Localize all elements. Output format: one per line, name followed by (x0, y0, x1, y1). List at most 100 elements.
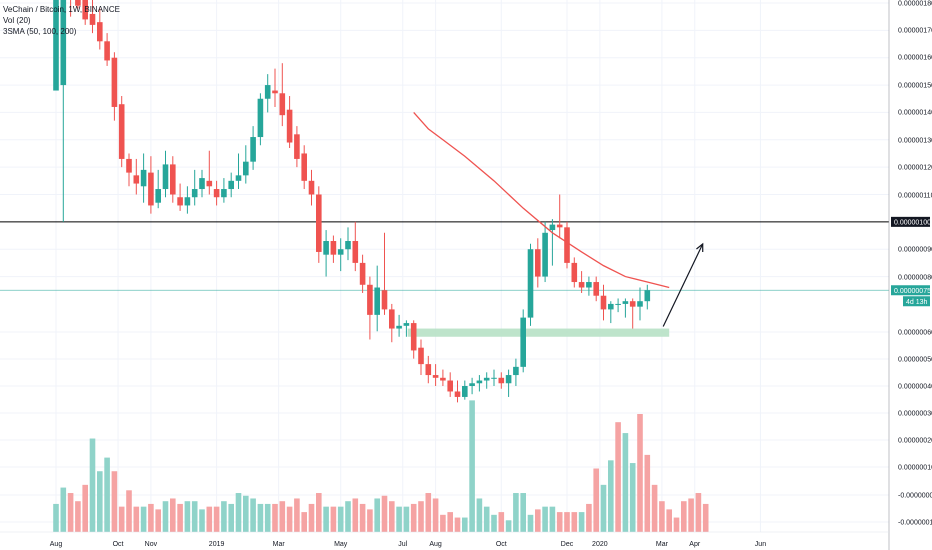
candle-body (148, 172, 154, 206)
candle-body (279, 93, 286, 116)
volume-bar (272, 503, 278, 532)
volume-bar (177, 503, 183, 532)
volume-bar (491, 514, 497, 532)
volume-bar (294, 498, 300, 532)
volume-bar (505, 520, 512, 532)
candle-body (432, 375, 439, 378)
candle-body (104, 41, 110, 61)
volume-bar (440, 514, 446, 532)
chart-legend: VeChain / Bitcoin, 1W, BINANCE Vol (20) … (3, 4, 120, 37)
legend-volume: Vol (20) (3, 16, 31, 25)
candle-body (97, 22, 103, 42)
volume-bar (622, 433, 629, 532)
volume-bar (403, 506, 410, 532)
y-tick-label: 0.00000030 (898, 411, 932, 418)
volume-bar (454, 517, 461, 532)
volume-bar (520, 493, 526, 532)
y-tick-label: 0.00000060 (898, 330, 932, 337)
candle-body (272, 90, 278, 94)
candle-body (600, 295, 607, 310)
volume-bar (243, 495, 249, 532)
candle-body (410, 323, 417, 351)
volume-bar (396, 506, 402, 532)
y-tick-label: 0.00000150 (898, 83, 932, 90)
volume-bar (199, 509, 205, 532)
candle-body (345, 241, 351, 250)
volume-bar (608, 460, 614, 532)
candle-body (556, 224, 563, 228)
projection-arrow (662, 243, 704, 327)
candle-body (381, 290, 388, 310)
candle-body (425, 364, 432, 376)
y-tick-label: -0.00000000 (898, 493, 932, 500)
volume-bar (535, 509, 541, 532)
candle-body (330, 241, 337, 255)
x-tick-label: 2020 (592, 541, 608, 548)
x-tick-label: Jun (755, 541, 766, 548)
volume-bar (352, 498, 359, 532)
volume-bar (221, 501, 227, 532)
candle-body (235, 175, 242, 181)
volume-bar (673, 517, 680, 532)
candle-body (549, 224, 556, 231)
y-tick-label: 0.00000180 (898, 1, 932, 8)
y-tick-label: 0.00000120 (898, 165, 932, 172)
candle-body (586, 282, 592, 288)
x-tick-label: Mar (273, 541, 286, 548)
candle-body (513, 366, 519, 376)
candle-body (140, 169, 147, 187)
candle-body (418, 347, 424, 365)
volume-bar (695, 493, 702, 532)
volume-bar (60, 487, 67, 532)
candle-body (82, 0, 88, 20)
projection-arrow-head (696, 242, 704, 253)
volume-bar (462, 517, 468, 532)
volume-bar (564, 512, 570, 532)
candle-body (228, 180, 234, 190)
volume-bar (410, 503, 417, 532)
candle-body (323, 241, 329, 255)
volume-bar (688, 498, 694, 532)
x-tick-label: Aug (50, 541, 63, 548)
candle-body (374, 287, 380, 315)
volume-bar (556, 512, 563, 532)
candle-body (535, 249, 541, 277)
volume-bar (629, 463, 636, 532)
countdown-badge-text: 4d 13h (906, 299, 928, 306)
volume-bar (82, 484, 88, 532)
y-tick-label: 0.00000170 (898, 28, 932, 35)
candle-body (564, 227, 570, 263)
legend-title: VeChain / Bitcoin, 1W, BINANCE (3, 5, 120, 14)
volume-bar (374, 498, 380, 532)
volume-bar (97, 471, 103, 532)
candle-body (111, 57, 118, 107)
volume-bar (316, 493, 322, 532)
volume-bar (330, 506, 337, 532)
volume-bar (615, 422, 621, 532)
volume-bar (578, 512, 585, 532)
x-tick-label: Oct (496, 541, 507, 548)
candle-body (615, 303, 621, 305)
volume-bar (586, 503, 592, 532)
volume-bar (279, 501, 286, 532)
candle-body (60, 0, 67, 86)
candle-body (206, 180, 213, 187)
price-line-badge-text: 0.00000100 (894, 219, 931, 226)
volume-bar (170, 498, 176, 532)
candle-body (191, 189, 198, 198)
volume-bar (75, 501, 81, 532)
candle-body (308, 180, 315, 195)
volume-bar (301, 512, 307, 532)
candle-body (476, 380, 483, 384)
candle-body (622, 301, 629, 304)
candle-body (629, 301, 636, 307)
y-tick-label: 0.00000140 (898, 110, 932, 117)
candle-body (170, 164, 176, 195)
candle-body (527, 249, 534, 318)
volume-bar (476, 498, 483, 532)
volume-bar (498, 512, 505, 532)
volume-bar (118, 506, 125, 532)
candle-body (213, 189, 220, 198)
